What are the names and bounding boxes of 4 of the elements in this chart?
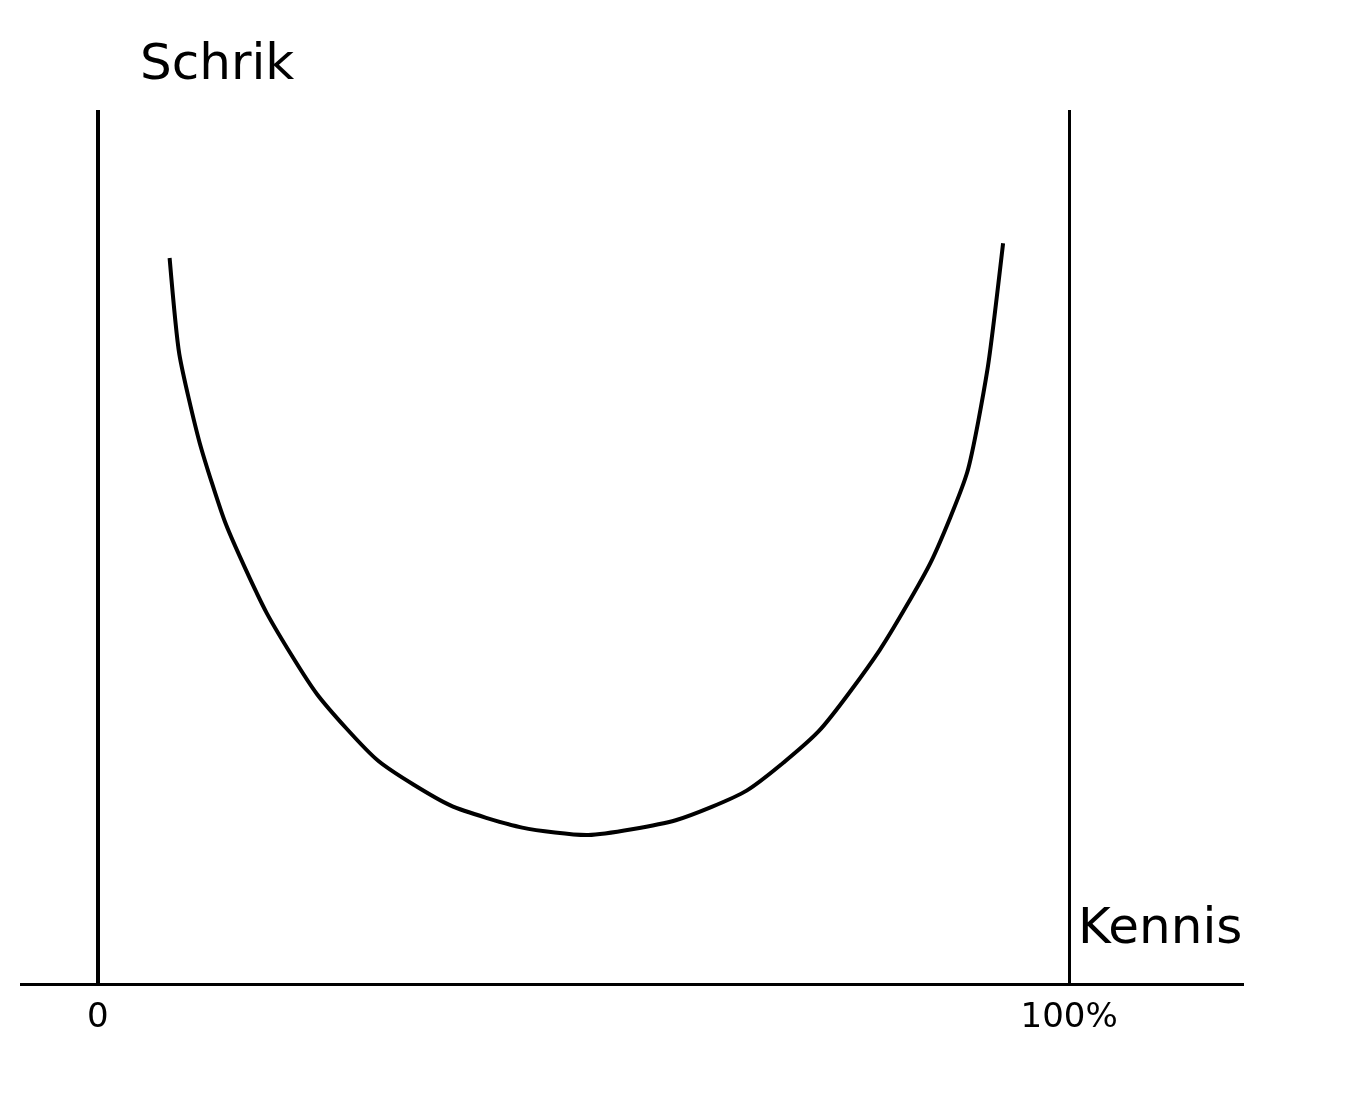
x-tick-label: 100%: [1020, 994, 1118, 1035]
y-axis-title: Schrik: [140, 33, 295, 91]
x-tick-label: 0: [86, 994, 109, 1035]
x-axis-title: Kennis: [1078, 897, 1243, 955]
